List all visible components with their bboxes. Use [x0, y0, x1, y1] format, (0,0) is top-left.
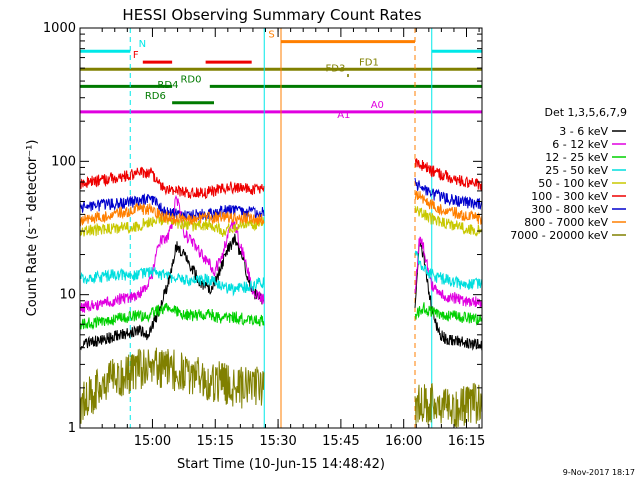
series-line-night [414, 205, 483, 237]
flag-label-rd0: RD0 [180, 74, 201, 85]
series-line-night [414, 302, 483, 326]
flag-label-f: F [133, 50, 139, 61]
flag-label-rd6: RD6 [145, 91, 166, 102]
series-line-day [79, 202, 265, 227]
x-tick-label: 15:00 [134, 434, 171, 449]
legend-title: Det 1,3,5,6,7,9 [544, 106, 627, 119]
legend-label: 25 - 50 keV [545, 164, 608, 177]
flag-label-rd4: RD4 [157, 80, 178, 91]
segment-boundary-lines [79, 28, 483, 428]
legend-label: 300 - 800 keV [531, 203, 608, 216]
x-tick-label: 15:15 [197, 434, 234, 449]
x-tick-label: 16:00 [385, 434, 422, 449]
series-line-night [414, 250, 483, 291]
series-line-day [79, 166, 265, 200]
generation-timestamp: 9-Nov-2017 18:17 [563, 468, 635, 477]
series-line-night [414, 177, 483, 211]
series-line-day [79, 347, 265, 424]
x-axis-label: Start Time (10-Jun-15 14:48:42) [177, 457, 385, 472]
y-tick-label: 1 [68, 421, 76, 436]
x-tick-label: 15:30 [259, 434, 296, 449]
legend-label: 100 - 300 keV [531, 190, 608, 203]
flag-label-s: S [268, 30, 274, 41]
flag-label-fd1: FD1 [359, 57, 379, 68]
x-tick-label: 15:45 [322, 434, 359, 449]
legend-label: 7000 - 20000 keV [510, 229, 608, 242]
series-line-night [414, 190, 483, 225]
x-tick-label: 16:15 [448, 434, 485, 449]
legend-label: 800 - 7000 keV [524, 216, 608, 229]
series-line-day [79, 193, 265, 222]
flag-label-a0: A0 [371, 100, 384, 111]
series-line-day [80, 233, 265, 351]
series-line-day [79, 267, 265, 297]
flag-label-fd3: FD3 [326, 64, 346, 75]
y-tick-label: 1000 [43, 21, 76, 36]
flag-label-a1: A1 [337, 110, 350, 121]
axes: 1 10 100 1000 15:00 15:15 15:30 15:45 16:00 16:15 [43, 21, 485, 449]
series-line-day [79, 213, 265, 237]
legend-label: 6 - 12 keV [552, 138, 608, 151]
y-axis-label: Count Rate (s⁻¹ detector⁻¹) [25, 140, 40, 317]
series-line-night [414, 158, 483, 191]
legend-label: 50 - 100 keV [538, 177, 608, 190]
y-tick-label: 10 [59, 288, 76, 303]
flag-label-n: N [139, 39, 146, 50]
series-line-day [79, 302, 265, 331]
plot-frame [79, 27, 483, 429]
legend-label: 12 - 25 keV [545, 151, 608, 164]
data-series [79, 158, 483, 428]
chart-title: HESSI Observing Summary Count Rates [122, 6, 421, 24]
y-tick-label: 100 [51, 154, 76, 169]
legend-label: 3 - 6 keV [559, 125, 608, 138]
series-line-night [414, 236, 483, 308]
series-line-night [414, 382, 483, 428]
